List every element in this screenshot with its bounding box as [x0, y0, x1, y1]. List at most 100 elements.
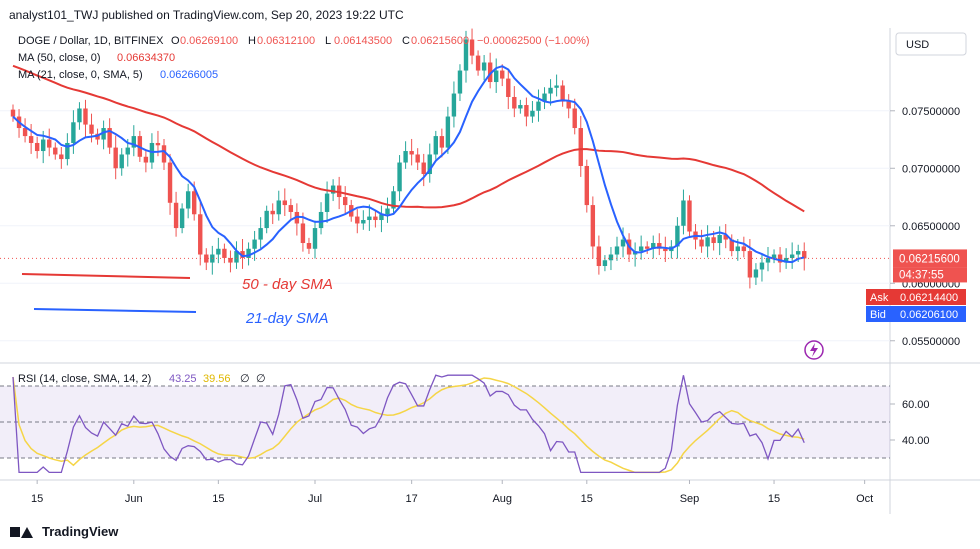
candle-body: [512, 96, 517, 109]
candle-body: [723, 234, 728, 240]
candle-body: [717, 234, 722, 244]
candle-body: [391, 191, 396, 209]
rsi-ma-line: [12, 376, 805, 474]
price-tick-label: 0.07500000: [902, 106, 960, 118]
candle-body: [397, 162, 402, 192]
candle-body: [173, 202, 179, 229]
candle-body: [89, 124, 94, 134]
ma50-line: [12, 64, 805, 213]
candle-body: [596, 246, 602, 267]
candle-body: [258, 228, 263, 240]
legend-ma50-value: 0.06634370: [117, 52, 175, 64]
candle-body: [373, 216, 378, 221]
candle-body: [288, 205, 294, 212]
candle-body: [590, 205, 596, 247]
legend-ohlc-key: H: [248, 35, 256, 47]
candle-body: [705, 237, 710, 247]
candle-body: [101, 128, 106, 140]
candle-body: [198, 214, 203, 255]
candle-body: [161, 145, 167, 163]
candle-body: [427, 154, 432, 175]
candle-body: [167, 162, 173, 203]
candle-body: [487, 62, 493, 83]
candle-body: [735, 246, 740, 252]
candle-body: [614, 246, 620, 255]
candle-body: [439, 136, 445, 148]
legend-symbol: DOGE / Dollar, 1D, BITFINEX: [18, 35, 164, 47]
legend-ohlc-key: C: [402, 35, 410, 47]
time-tick-label: 17: [406, 493, 418, 505]
candle-body: [240, 251, 245, 258]
legend-ma21-label: MA (21, close, 0, SMA, 5): [18, 69, 143, 81]
candle-body: [481, 62, 487, 71]
candle-body: [34, 142, 40, 152]
rsi-tick-label: 40.00: [902, 435, 930, 447]
time-tick-label: Oct: [856, 493, 873, 505]
candle-body: [409, 151, 414, 155]
candle-body: [802, 251, 807, 259]
candle-body: [765, 257, 771, 263]
ask-value: 0.06214400: [900, 292, 958, 304]
legend-ohlc-key: L: [325, 35, 331, 47]
candle-body: [451, 93, 457, 117]
candle-body: [71, 122, 76, 143]
time-tick-label: Jul: [308, 493, 322, 505]
candle-body: [796, 251, 801, 255]
candle-body: [343, 197, 348, 206]
candle-body: [318, 211, 324, 229]
candle-body: [361, 220, 366, 224]
candle-body: [783, 257, 789, 263]
candle-body: [445, 116, 451, 148]
tradingview-logo-icon: [10, 525, 36, 539]
candle-body: [524, 105, 529, 117]
lightning-glyph: [810, 343, 818, 357]
candle-body: [463, 39, 469, 71]
candle-body: [246, 248, 251, 258]
candle-body: [469, 39, 475, 56]
candle-body: [542, 93, 547, 102]
candle-body: [741, 246, 747, 252]
legend-ohlc-key: O: [171, 35, 180, 47]
candle-body: [518, 105, 523, 109]
candle-body: [41, 139, 46, 152]
candle-body: [306, 243, 312, 249]
candle-body: [494, 70, 499, 83]
time-tick-label: Jun: [125, 493, 143, 505]
annotation-line-21sma: [33, 308, 197, 313]
rsi-value3: ∅: [240, 373, 250, 385]
bid-value: 0.06206100: [900, 309, 958, 321]
candle-body: [234, 251, 239, 263]
legend-change: −0.00062500 (−1.00%): [477, 35, 590, 47]
candle-body: [789, 254, 795, 258]
currency-button[interactable]: [895, 32, 967, 56]
candle-body: [584, 165, 589, 206]
time-tick-label: Aug: [492, 493, 512, 505]
candle-body: [602, 260, 608, 267]
tradingview-logo[interactable]: TradingView: [10, 524, 118, 539]
candle-body: [282, 200, 287, 206]
candle-body: [759, 262, 765, 270]
candle-body: [651, 243, 656, 249]
rsi-line: [12, 374, 805, 474]
bid-box: [866, 306, 966, 322]
time-tick-label: 15: [581, 493, 593, 505]
candle-body: [367, 216, 372, 221]
countdown-label: 04:37:55: [899, 269, 944, 281]
rsi-ma-value: 39.56: [203, 373, 231, 385]
candle-body: [59, 154, 64, 160]
chart[interactable]: 0.055000000.060000000.065000000.07000000…: [0, 28, 980, 514]
candle-body: [560, 85, 565, 102]
candle-body: [729, 239, 734, 252]
candle-body: [179, 208, 185, 229]
candle-body: [457, 70, 463, 94]
candle-body: [379, 214, 384, 221]
candle-body: [252, 239, 257, 249]
candle-body: [10, 109, 16, 117]
candle-body: [222, 248, 227, 258]
candle-body: [28, 136, 34, 143]
candle-body: [620, 239, 626, 247]
ma21-line: [12, 65, 805, 264]
candle-body: [566, 101, 571, 109]
publisher-line: analyst101_TWJ published on TradingView.…: [9, 8, 404, 22]
candle-body: [300, 223, 306, 244]
